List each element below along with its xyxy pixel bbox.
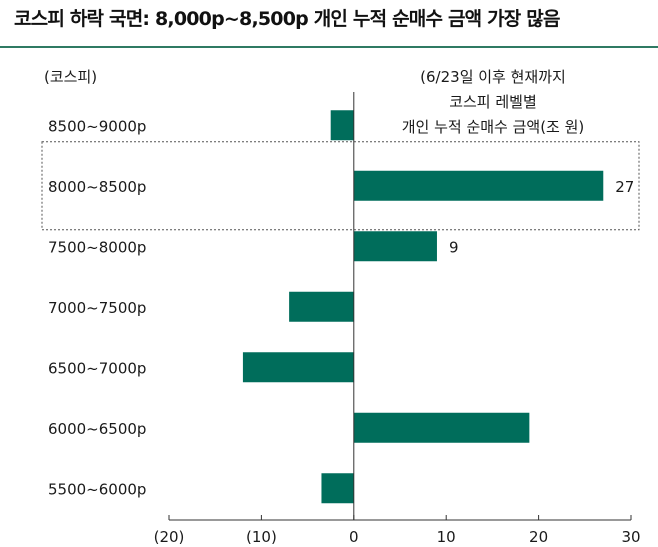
annotation-line: 코스피 레벨별: [449, 93, 537, 111]
chart-title: 코스피 하락 국면: 8,000p~8,500p 개인 누적 순매수 금액 가장…: [14, 8, 560, 30]
category-label: 7500~8000p: [48, 238, 146, 256]
x-tick-label: 0: [349, 528, 359, 546]
x-tick-label: (20): [154, 528, 185, 546]
annotation-line: (6/23일 이후 현재까지: [420, 68, 566, 86]
title-divider: [0, 46, 658, 48]
bar: [289, 291, 354, 322]
category-label: 5500~6000p: [48, 480, 146, 498]
bar: [242, 352, 354, 383]
data-label: 27: [615, 178, 634, 196]
category-axis-label: (코스피): [44, 68, 97, 86]
bar: [353, 170, 604, 201]
category-label: 7000~7500p: [48, 299, 146, 317]
bar: [353, 412, 530, 443]
bar: [330, 110, 354, 141]
x-tick-label: (10): [246, 528, 277, 546]
category-label: 8000~8500p: [48, 178, 146, 196]
category-label: 6000~6500p: [48, 420, 146, 438]
highlight-box: [41, 141, 640, 231]
x-tick-label: 10: [437, 528, 456, 546]
annotation-line: 개인 누적 순매수 금액(조 원): [402, 118, 585, 136]
category-label: 8500~9000p: [48, 117, 146, 135]
x-tick-label: 20: [529, 528, 548, 546]
category-label: 6500~7000p: [48, 359, 146, 377]
bar: [321, 473, 354, 504]
bar: [353, 231, 437, 262]
data-label: 9: [449, 238, 459, 256]
x-tick-label: 30: [621, 528, 640, 546]
